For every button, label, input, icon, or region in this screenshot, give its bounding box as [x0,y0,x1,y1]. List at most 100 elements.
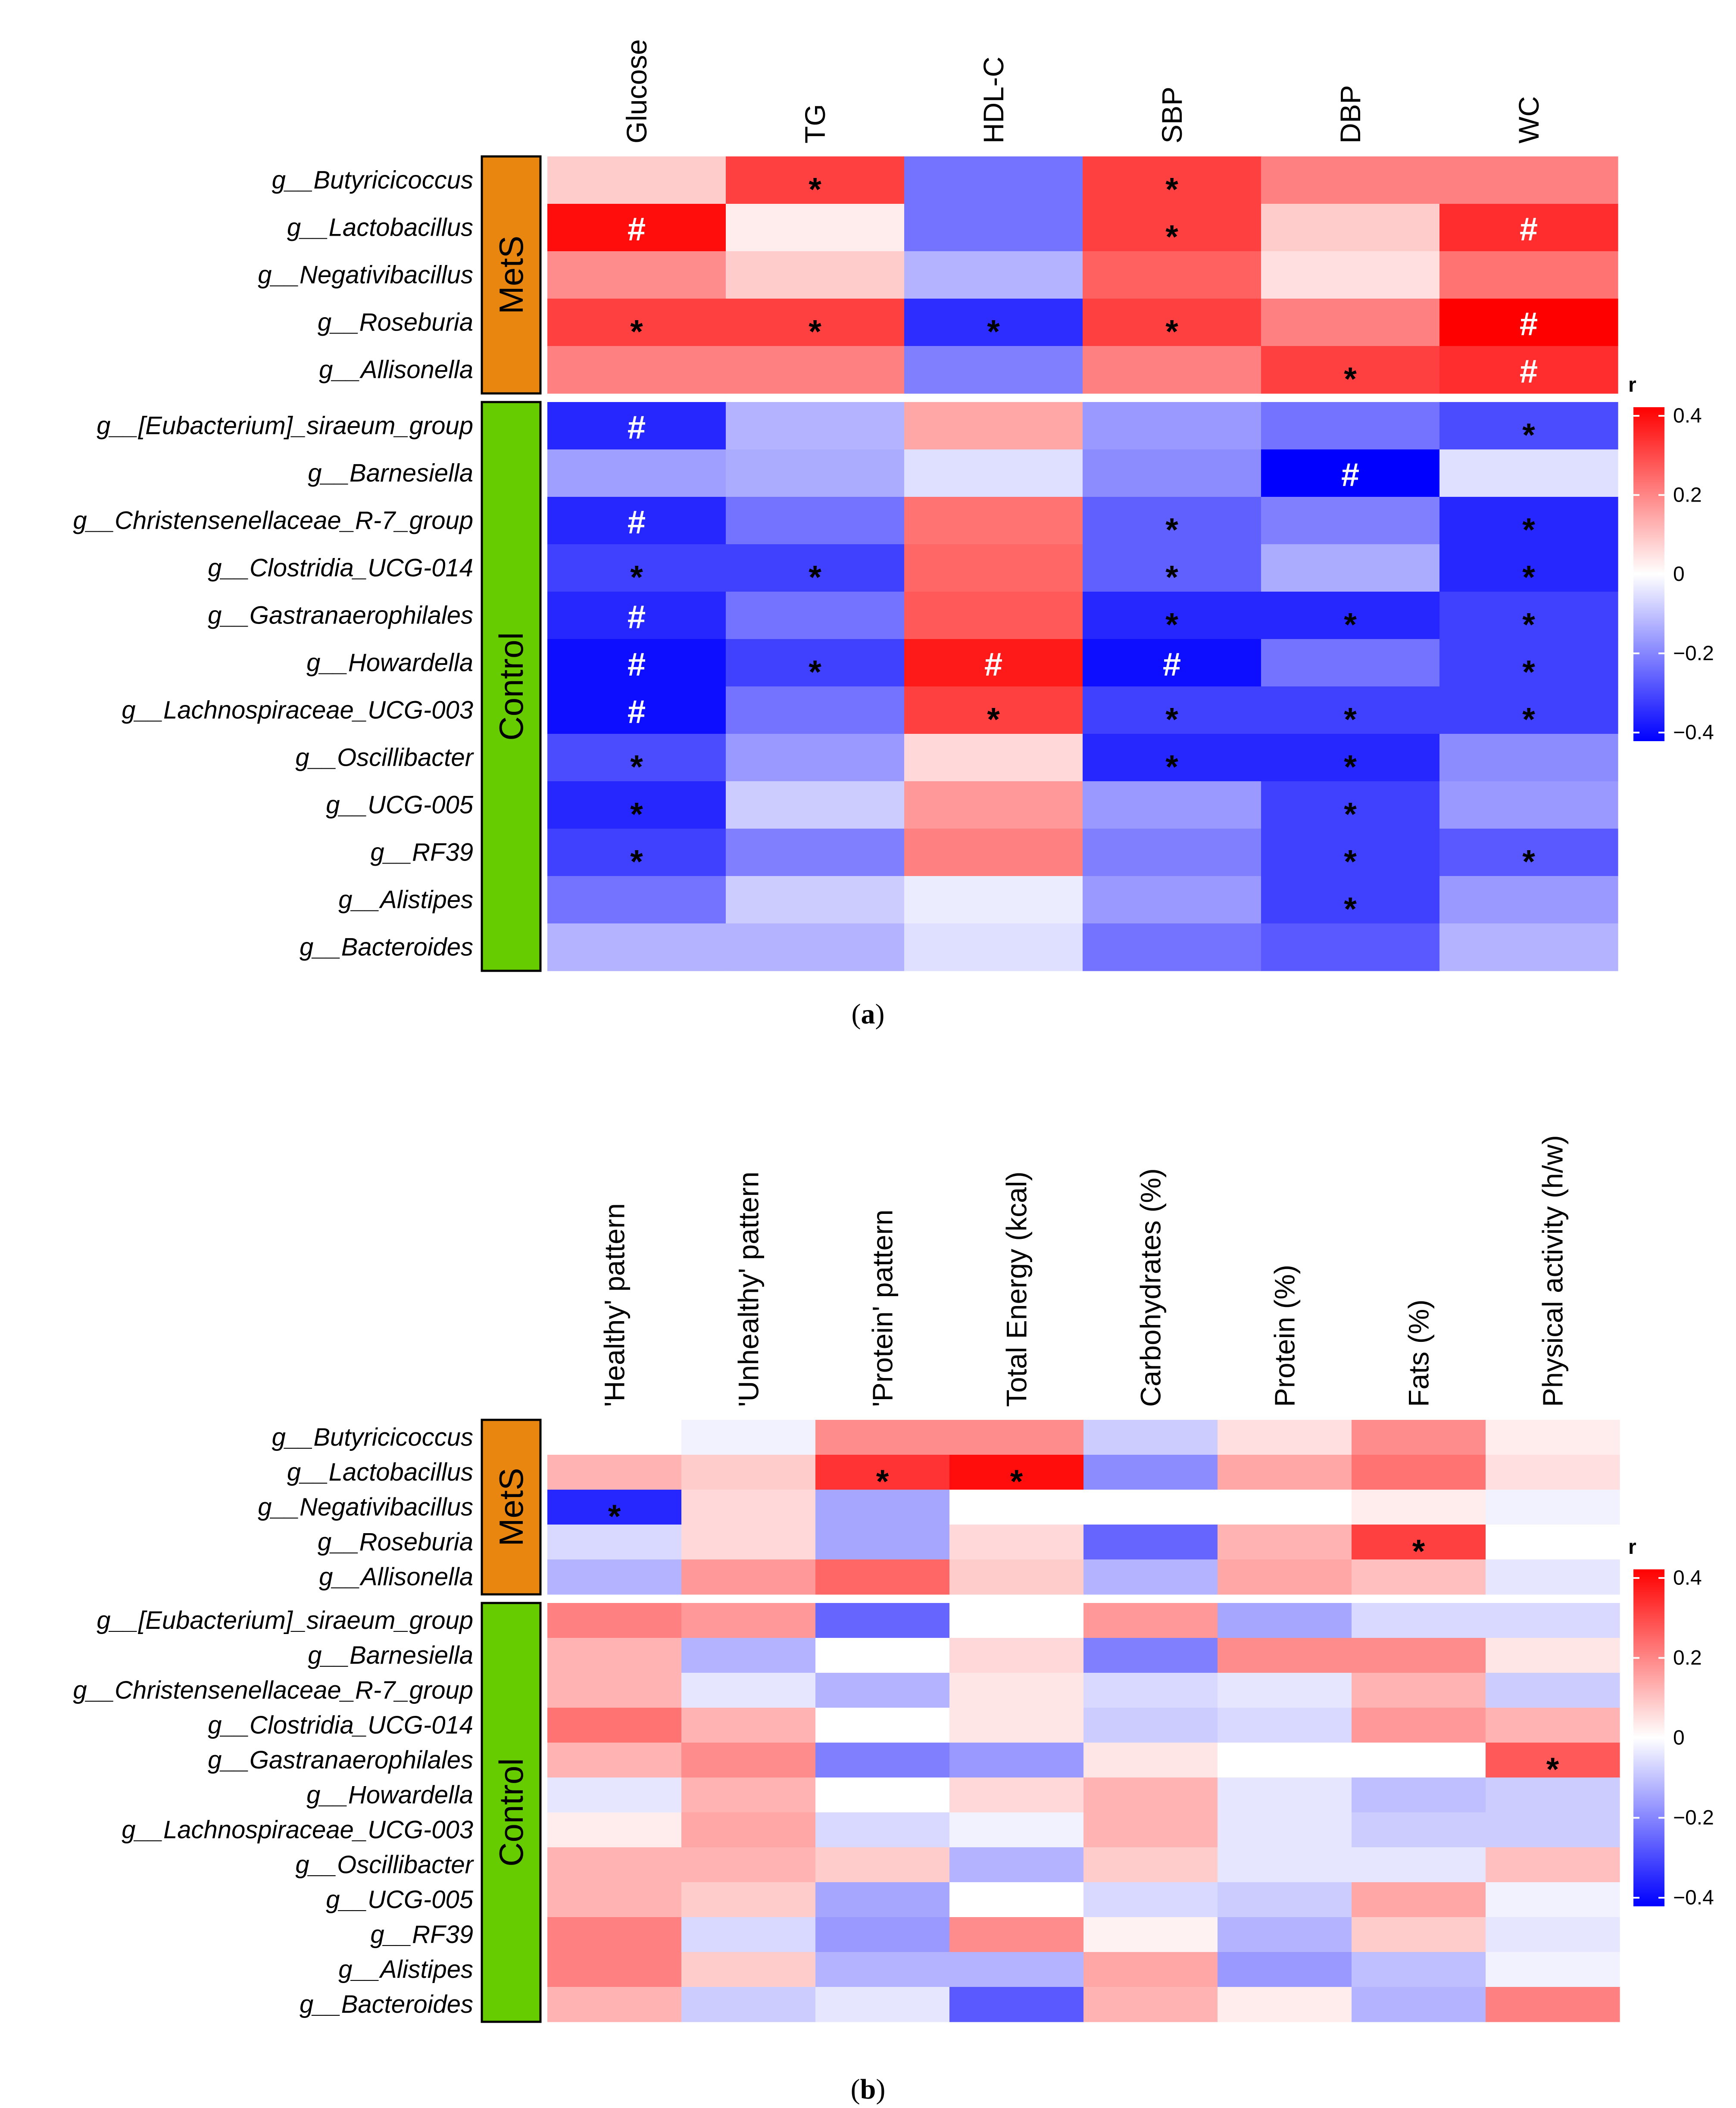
heatmap-cell [815,1525,950,1560]
heatmap-cell [1083,1559,1218,1595]
heatmap-cell [1083,1673,1218,1708]
significance-star: * [1344,891,1357,928]
heatmap-cell [547,1420,682,1455]
significance-star: * [1522,512,1535,549]
heatmap-cell [726,686,905,734]
heatmap-cell [904,734,1083,782]
heatmap-cell [547,1603,682,1638]
heatmap-cell [815,1952,950,1987]
heatmap-cell [1352,1777,1486,1813]
heatmap-cell [547,1743,682,1778]
heatmap-cell [1486,1882,1620,1918]
significance-star: * [1165,749,1178,786]
heatmap-cell [1352,1673,1486,1708]
heatmap-cell [1261,923,1440,971]
group-box-control [481,1602,542,2023]
heatmap-cell [1439,449,1618,497]
significance-star: * [987,314,1000,350]
heatmap-cell [547,876,726,924]
significance-hash: # [1520,353,1538,390]
significance-star: * [809,654,821,691]
heatmap-cell [815,1638,950,1673]
legend-tick-label: 0 [1673,1727,1685,1749]
significance-hash: # [1520,211,1538,248]
heatmap-cell [1486,1952,1620,1987]
column-label: Total Energy (kcal) [1001,1171,1033,1407]
heatmap-cell [1352,1490,1486,1525]
heatmap-cell [1083,829,1261,876]
legend-title: r [1628,1536,1636,1559]
heatmap-cell [547,1777,682,1813]
heatmap-cell [726,734,905,782]
heatmap-cell [1439,251,1618,299]
heatmap-cell [815,1882,950,1918]
row-label: g__Alistipes [338,1955,473,1983]
heatmap-panel-a: MetS Control g__Butyricicoccus * * g__Lactoba… [73,39,1714,1030]
significance-hash: # [628,646,646,683]
heatmap-cell [547,1490,682,1525]
row-label: g__Allisonella [319,1563,473,1591]
row-label: g__Oscillibacter [295,1851,474,1879]
heatmap-cell [547,1847,682,1883]
heatmap-cell [1261,299,1440,346]
heatmap-cell [1083,1638,1218,1673]
heatmap-cell [1218,1455,1352,1490]
heatmap-cell [815,1777,950,1813]
heatmap-cell [1083,449,1261,497]
heatmap-cell [1352,1420,1486,1455]
row-label: g__Gastranaerophilales [208,602,473,630]
heatmap-cell [815,1847,950,1883]
heatmap-cell [547,639,726,687]
heatmap-cell [726,923,905,971]
heatmap-cell [1083,1847,1218,1883]
heatmap-cell [1083,1987,1218,2022]
heatmap-cell [1486,1455,1620,1490]
heatmap-cell [726,156,905,204]
significance-star: * [987,702,1000,738]
heatmap-cell [1083,156,1261,204]
heatmap-cell [547,923,726,971]
heatmap-panel-b: MetS Control g__Butyricicoccus g__Lactobaci… [73,1135,1714,2105]
heatmap-cell [1352,1812,1486,1848]
heatmap-cell [1083,592,1261,639]
heatmap-cell [1261,449,1440,497]
legend-tick-label: −0.4 [1673,721,1714,744]
heatmap-cell [1218,1603,1352,1638]
heatmap-cell [1083,544,1261,592]
heatmap-cell [904,829,1083,876]
heatmap-cell [1486,1420,1620,1455]
row-label: g__Lachnospiraceae_UCG-003 [122,696,473,724]
heatmap-cell [1486,1603,1620,1638]
heatmap-cell [1439,686,1618,734]
heatmap-cell [1218,1420,1352,1455]
heatmap-cell [681,1490,816,1525]
significance-star: * [1165,314,1178,350]
heatmap-cell [1083,1490,1218,1525]
heatmap-cell [726,204,905,252]
heatmap-cell [1439,544,1618,592]
heatmap-cell [547,592,726,639]
heatmap-cell [1486,1812,1620,1848]
heatmap-cell [681,1882,816,1918]
heatmap-cell [815,1455,950,1490]
heatmap-cell [1083,1603,1218,1638]
significance-hash: # [984,646,1002,683]
heatmap-cell [949,1743,1084,1778]
heatmap-cell [1439,829,1618,876]
row-label: g__Alistipes [338,886,473,914]
heatmap-cell [1083,686,1261,734]
heatmap-cell [726,346,905,394]
column-label: Fats (%) [1403,1300,1435,1407]
heatmap-cell [1218,1559,1352,1595]
legend-tick-label: 0.2 [1673,483,1702,506]
significance-star: * [1165,702,1178,738]
significance-star: * [630,796,643,833]
heatmap-cell [1439,923,1618,971]
row-label: g__[Eubacterium]_siraeum_group [97,412,473,440]
heatmap-cell [547,497,726,545]
row-label: g__Roseburia [318,309,473,337]
heatmap-cell [726,251,905,299]
heatmap-cell [547,686,726,734]
heatmap-cell [949,1847,1084,1883]
heatmap-cell [1083,1525,1218,1560]
